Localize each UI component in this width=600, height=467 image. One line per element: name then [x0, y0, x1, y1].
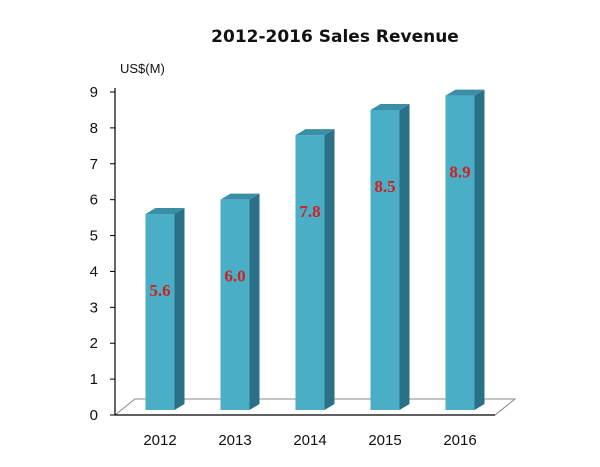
- bar-side-face: [174, 208, 185, 410]
- data-labels: 5.6 6.0 7.8 8.5 8.9: [149, 163, 470, 300]
- bar-top-face: [445, 89, 485, 96]
- x-axis-ticks: 2012 2013 2014 2015 2016: [143, 432, 476, 449]
- bar-2016: [445, 89, 485, 410]
- y-tick-label: 4: [90, 263, 98, 280]
- bar-side-face: [324, 129, 335, 411]
- bar-2012: [145, 208, 185, 410]
- y-tick-label: 3: [90, 299, 98, 316]
- bar-2015: [370, 103, 410, 410]
- bar-side-face: [474, 89, 485, 410]
- y-tick-label: 7: [90, 156, 98, 173]
- bar-side-face: [249, 193, 260, 410]
- data-label: 8.5: [374, 177, 395, 196]
- x-tick-label: 2013: [218, 432, 251, 449]
- bar-side-face: [399, 103, 410, 410]
- bar-top-face: [145, 208, 185, 215]
- y-tick-label: 0: [90, 407, 98, 424]
- bar-front-face: [370, 109, 400, 410]
- bar-2014: [295, 129, 335, 411]
- data-label: 5.6: [149, 281, 170, 300]
- chart-title: 2012-2016 Sales Revenue: [211, 27, 459, 47]
- data-label: 8.9: [449, 163, 470, 182]
- bar-front-face: [145, 214, 175, 410]
- bar-top-face: [220, 193, 260, 200]
- bar-top-face: [295, 129, 335, 136]
- y-tick-label: 1: [90, 371, 98, 388]
- x-tick-label: 2015: [368, 432, 401, 449]
- y-tick-label: 9: [90, 84, 98, 101]
- bar-front-face: [295, 135, 325, 411]
- y-tick-label: 5: [90, 228, 98, 245]
- y-axis-unit-label: US$(M): [120, 61, 165, 76]
- bars: [145, 89, 485, 411]
- bar-top-face: [370, 103, 410, 110]
- x-tick-label: 2016: [443, 432, 476, 449]
- data-label: 7.8: [299, 202, 320, 221]
- x-tick-label: 2012: [143, 432, 176, 449]
- bar-front-face: [220, 199, 250, 410]
- y-tick-label: 8: [90, 120, 98, 137]
- y-axis-ticks: 0 1 2 3 4 5 6 7 8 9: [90, 84, 115, 424]
- data-label: 6.0: [224, 267, 245, 286]
- bar-front-face: [445, 95, 475, 410]
- y-tick-label: 2: [90, 335, 98, 352]
- y-tick-label: 6: [90, 192, 98, 209]
- x-tick-label: 2014: [293, 432, 326, 449]
- bar-2013: [220, 193, 260, 410]
